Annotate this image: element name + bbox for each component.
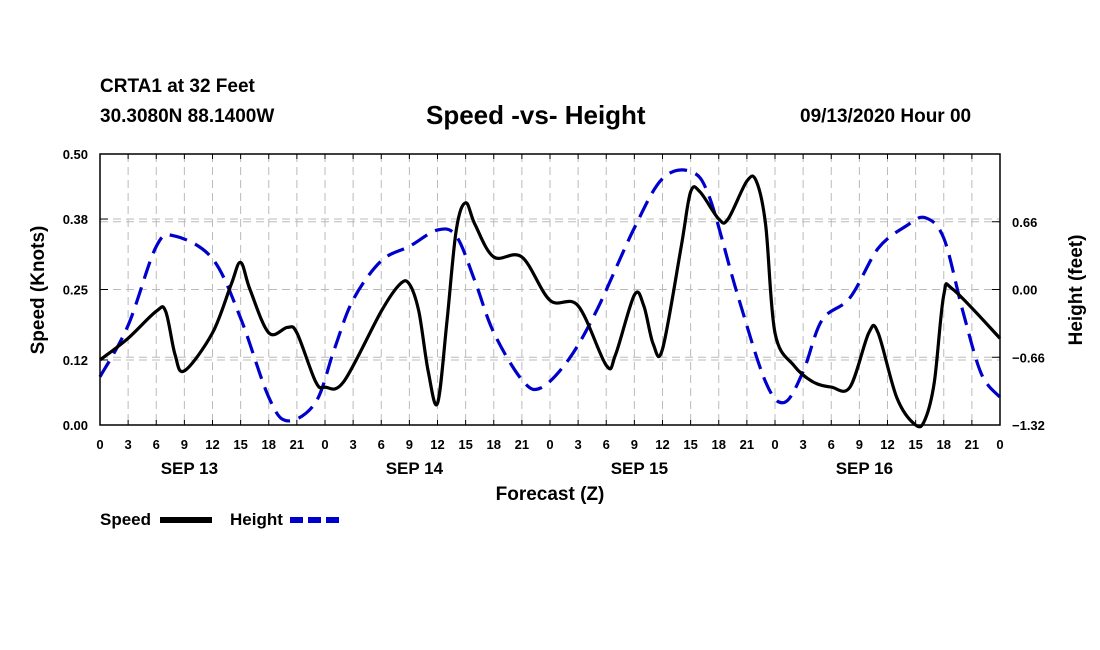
x-tick-label: 15: [908, 437, 922, 452]
y-left-tick-label: 0.12: [63, 353, 88, 368]
x-tick-label: 3: [800, 437, 807, 452]
x-tick-label: 3: [125, 437, 132, 452]
x-tick-label: 9: [406, 437, 413, 452]
x-tick-label: 6: [828, 437, 835, 452]
day-label: SEP 13: [161, 459, 218, 478]
axis-labels: 0 3 6 9 12 15 18 21 0 3 6 9 12 15 18 21 0 3 6 9 12 15 18 21 0 3 6 9…: [63, 147, 1045, 478]
x-tick-label: 12: [205, 437, 219, 452]
x-tick-label: 18: [712, 437, 726, 452]
x-axis-title: Forecast (Z): [496, 484, 605, 505]
y-right-tick-label: 0.00: [1012, 283, 1037, 298]
x-tick-label: 18: [262, 437, 276, 452]
height-series-line: [98, 168, 1002, 423]
legend-speed-label: Speed: [100, 510, 151, 529]
y-left-tick-label: 0.25: [63, 283, 88, 298]
x-tick-label: 6: [153, 437, 160, 452]
x-tick-label: 6: [378, 437, 385, 452]
grid-lines: [99, 153, 1001, 426]
x-tick-label: 12: [430, 437, 444, 452]
x-tick-label: 21: [290, 437, 304, 452]
x-tick-label: 3: [575, 437, 582, 452]
y-right-tick-label: −0.66: [1012, 350, 1045, 365]
x-tick-label: 12: [880, 437, 894, 452]
x-tick-label: 0: [96, 437, 103, 452]
x-tick-label: 18: [937, 437, 951, 452]
x-tick-label: 9: [631, 437, 638, 452]
x-tick-label: 6: [603, 437, 610, 452]
x-tick-label: 18: [487, 437, 501, 452]
station-label: CRTA1 at 32 Feet: [100, 76, 255, 97]
y-left-tick-label: 0.50: [63, 147, 88, 162]
x-tick-label: 15: [233, 437, 247, 452]
day-label: SEP 16: [836, 459, 893, 478]
y-axis-right-title: Height (feet): [1066, 235, 1087, 346]
chart-title: Speed -vs- Height: [426, 100, 646, 130]
x-tick-label: 3: [350, 437, 357, 452]
x-tick-label: 12: [655, 437, 669, 452]
x-tick-label: 0: [996, 437, 1003, 452]
forecast-timestamp: 09/13/2020 Hour 00: [800, 106, 972, 127]
legend: Speed Height: [100, 510, 342, 529]
plot-frame: [99, 153, 1001, 426]
x-tick-label: 15: [458, 437, 472, 452]
day-label: SEP 14: [386, 459, 444, 478]
coordinates-label: 30.3080N 88.1400W: [100, 106, 275, 127]
y-left-tick-label: 0.38: [63, 212, 88, 227]
x-tick-label: 21: [965, 437, 979, 452]
x-tick-label: 15: [683, 437, 697, 452]
y-axis-left-title: Speed (Knots): [28, 226, 49, 355]
legend-height-label: Height: [230, 510, 283, 529]
x-tick-label: 0: [771, 437, 778, 452]
x-tick-label: 21: [515, 437, 529, 452]
axis-ticks: [99, 153, 1001, 426]
x-tick-label: 0: [321, 437, 328, 452]
x-tick-label: 9: [856, 437, 863, 452]
day-label: SEP 15: [611, 459, 668, 478]
x-tick-label: 21: [740, 437, 754, 452]
speed-series-line: [99, 174, 1002, 429]
x-tick-label: 9: [181, 437, 188, 452]
y-right-tick-label: −1.32: [1012, 418, 1045, 433]
x-tick-label: 0: [546, 437, 553, 452]
y-right-tick-label: 0.66: [1012, 215, 1037, 230]
y-left-tick-label: 0.00: [63, 418, 88, 433]
